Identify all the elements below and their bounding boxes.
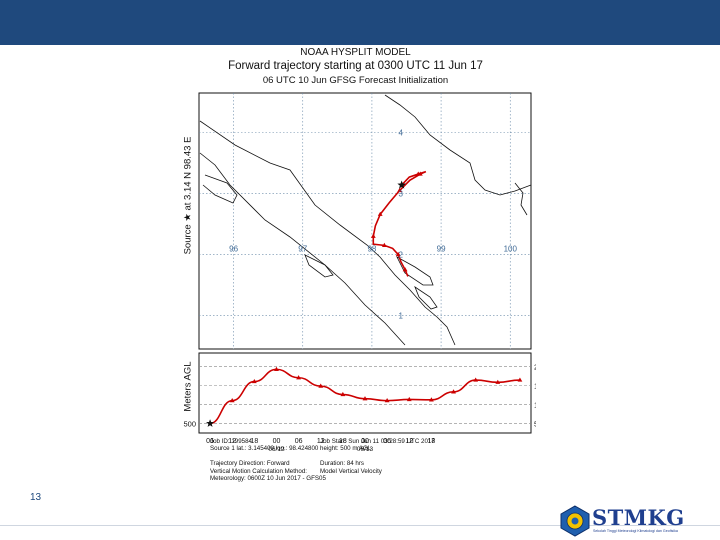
coastline-sumatra-north — [199, 120, 456, 346]
profile-line — [206, 366, 523, 427]
page-number: 13 — [30, 492, 42, 503]
profile-date-label: 06/12 — [268, 446, 285, 453]
figure-subtitle-2: 06 UTC 10 Jun GFSG Forecast Initializati… — [262, 75, 449, 86]
profile-x-label: 06 — [383, 438, 391, 445]
height-marker — [274, 366, 279, 371]
info-row: Job ID: 199584 Job Start: Sun Jun 11 03:2… — [210, 438, 530, 445]
profile-x-label: 18 — [428, 438, 436, 445]
coastline-island-4 — [304, 254, 334, 278]
height-marker — [517, 377, 523, 382]
coastline-sumatra-south — [199, 152, 406, 346]
stmkg-emblem-icon — [560, 505, 590, 537]
info-cell-left: Meteorology: 0600Z 10 Jun 2017 - GFS05 — [210, 474, 326, 482]
map-panel: 96 97 98 99 100 4 3 2 1 — [198, 92, 532, 350]
info-cell-right: Job Start: Sun Jun 11 03:28:59 UTC 2017 — [320, 438, 435, 445]
profile-y-label: 2000 — [534, 362, 536, 371]
info-row: Meteorology: 0600Z 10 Jun 2017 - GFS05 — [210, 475, 530, 482]
figure-title: NOAA HYSPLIT MODEL — [300, 47, 411, 58]
coastline-island-1 — [202, 174, 238, 204]
map-grid — [199, 93, 531, 349]
trajectory-marker — [417, 171, 423, 176]
profile-x-label: 06 — [206, 438, 214, 445]
height-marker — [296, 375, 301, 380]
info-cell-left: Trajectory Direction: Forward — [210, 460, 290, 468]
map-frame — [198, 92, 532, 350]
profile-frame — [198, 352, 532, 434]
header-bar — [0, 0, 720, 45]
map-lat-label: 1 — [398, 311, 403, 320]
map-lon-label: 96 — [229, 244, 238, 253]
map-lon-label: 97 — [298, 244, 307, 253]
info-row: Trajectory Direction: Forward Duration: 8… — [210, 460, 530, 467]
trajectory-marker — [377, 211, 383, 216]
info-cell-right: height: 500 m AGL — [320, 445, 372, 453]
trajectory-marker — [397, 187, 402, 193]
figure-subtitle: Forward trajectory starting at 0300 UTC … — [228, 60, 483, 72]
info-cell-right: Duration: 84 hrs — [320, 460, 365, 468]
info-cell-left: Source 1 lat.: 3.145400 lon.: 98.424800 — [210, 445, 319, 453]
trajectory-marker — [395, 251, 401, 257]
height-marker — [406, 396, 412, 402]
map-lat-label: 2 — [398, 251, 403, 260]
map-lat-label: 3 — [398, 190, 403, 199]
trajectory-marker — [402, 267, 408, 272]
info-cell-left: Vertical Motion Calculation Method: — [210, 467, 307, 475]
profile-x-label: 00 — [361, 438, 369, 445]
source-star-icon — [397, 180, 406, 189]
trajectory-path — [370, 170, 427, 277]
map-lon-label: 98 — [367, 244, 376, 253]
info-row — [210, 453, 530, 460]
coastline-malaysia — [384, 94, 532, 196]
profile-left-label: 500 — [183, 419, 196, 428]
stmkg-logo: STMKG Sekolah Tinggi Meteorologi Klimato… — [560, 505, 720, 540]
profile-x-label: 00 — [273, 438, 281, 445]
profile-x-label: 06 — [295, 438, 303, 445]
height-marker — [451, 389, 456, 394]
trajectory-marker — [381, 242, 387, 247]
map-lon-label: 99 — [437, 244, 446, 253]
footer-rule — [0, 525, 720, 540]
profile-y-label: 500 — [534, 419, 536, 428]
profile-source-star-icon — [206, 419, 215, 427]
height-marker — [318, 383, 324, 388]
profile-x-label: 12 — [405, 438, 413, 445]
job-info-block: Job ID: 199584 Job Start: Sun Jun 11 03:2… — [210, 438, 530, 482]
map-axis-labels: 96 97 98 99 100 4 3 2 1 — [229, 129, 517, 321]
height-marker — [362, 396, 368, 401]
profile-x-label: 12 — [228, 438, 236, 445]
info-cell-right: Model Vertical Velocity — [320, 467, 382, 475]
height-marker — [473, 377, 479, 382]
info-row: Source 1 lat.: 3.145400 lon.: 98.424800 h… — [210, 445, 530, 452]
coastlines — [199, 94, 532, 346]
height-marker — [229, 398, 235, 403]
profile-x-label: 18 — [339, 438, 347, 445]
info-cell-left: Job ID: 199584 — [210, 438, 252, 445]
coastline-island-3 — [414, 285, 438, 310]
height-marker — [251, 378, 257, 384]
coastline-island-2 — [396, 256, 434, 286]
profile-date-label: 06/13 — [357, 446, 374, 453]
height-marker — [495, 379, 501, 384]
hysplit-figure: NOAA HYSPLIT MODEL Forward trajectory st… — [175, 45, 536, 488]
profile-x-label: 18 — [250, 438, 258, 445]
trajectory-marker — [370, 233, 376, 238]
height-marker — [384, 398, 390, 403]
height-marker — [429, 397, 434, 402]
info-row: Vertical Motion Calculation Method: Model… — [210, 468, 530, 475]
map-lon-label: 100 — [504, 244, 518, 253]
profile-x-label: 12 — [317, 438, 325, 445]
logo-subtitle: Sekolah Tinggi Meteorologi Klimatologi d… — [593, 529, 678, 533]
height-marker — [340, 391, 346, 397]
profile-y-label: 1000 — [534, 400, 536, 409]
logo-wordmark: STMKG — [592, 505, 685, 530]
map-lat-label: 4 — [398, 129, 403, 138]
profile-grid — [199, 366, 531, 424]
coastline-east — [514, 182, 528, 216]
